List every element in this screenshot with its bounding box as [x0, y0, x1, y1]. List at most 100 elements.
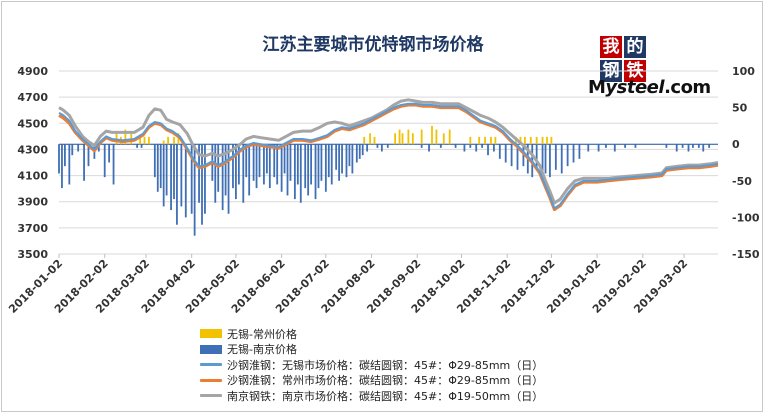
- bar-wuxi-changzhou: [394, 133, 397, 145]
- bar-wuxi-nanjing: [245, 144, 248, 178]
- bar-wuxi-changzhou: [398, 129, 401, 145]
- bar-wuxi-nanjing: [159, 144, 162, 189]
- legend-swatch-line-changzhou: [200, 378, 222, 382]
- logo-char-2: 的: [624, 36, 646, 58]
- bar-wuxi-nanjing: [335, 144, 338, 170]
- bar-wuxi-changzhou: [469, 136, 472, 145]
- bar-wuxi-nanjing: [675, 144, 678, 152]
- bar-wuxi-changzhou: [494, 136, 497, 145]
- y-left-tick-label: 3700: [17, 222, 48, 235]
- bar-wuxi-nanjing: [184, 144, 187, 218]
- bar-wuxi-changzhou: [523, 136, 526, 145]
- bar-wuxi-changzhou: [550, 136, 553, 145]
- bar-wuxi-nanjing: [276, 144, 279, 185]
- bar-wuxi-nanjing: [248, 144, 251, 196]
- legend-label-line-wuxi: 沙钢淮钢：无锡市场价格：碳结圆钢：45#：Φ29-85mm（日）: [227, 358, 544, 372]
- bar-wuxi-nanjing: [348, 144, 351, 167]
- bar-wuxi-nanjing: [112, 144, 115, 185]
- bar-wuxi-nanjing: [232, 144, 234, 189]
- bar-wuxi-nanjing: [63, 144, 66, 167]
- bar-wuxi-nanjing: [235, 144, 237, 200]
- bar-wuxi-nanjing: [61, 144, 63, 189]
- bar-wuxi-nanjing: [83, 144, 85, 181]
- bar-wuxi-nanjing: [697, 144, 700, 148]
- legend-swatch-bar-changzhou: [200, 329, 222, 339]
- legend-label-bar-changzhou: 无锡-常州价格: [227, 327, 297, 341]
- y-left-tick-label: 4500: [17, 117, 48, 130]
- bar-wuxi-nanjing: [87, 144, 90, 167]
- bar-wuxi-nanjing: [307, 144, 310, 196]
- bar-wuxi-changzhou: [546, 136, 548, 145]
- legend-item-bar-nanjing: 无锡-南京价格: [200, 342, 543, 358]
- bar-wuxi-changzhou: [401, 133, 404, 145]
- legend-label-line-nanjing: 南京钢铁：南京市场价格：碳结圆钢：45#：Φ19-50mm（日）: [227, 389, 544, 403]
- mysteel-logo: 我 的 钢 铁 Mysteel.com: [588, 36, 711, 98]
- bar-wuxi-changzhou: [177, 133, 180, 145]
- y-right-tick-label: 0: [732, 138, 740, 151]
- bar-wuxi-nanjing: [77, 144, 80, 152]
- bar-wuxi-nanjing: [330, 144, 333, 185]
- bar-wuxi-changzhou: [139, 136, 141, 145]
- bar-wuxi-nanjing: [293, 144, 296, 200]
- bar-wuxi-nanjing: [510, 144, 513, 167]
- bar-wuxi-nanjing: [420, 144, 423, 148]
- bar-wuxi-nanjing: [237, 144, 240, 185]
- bar-wuxi-nanjing: [153, 144, 156, 178]
- logo-wordmark: Mysteel.com: [588, 77, 711, 98]
- bar-wuxi-nanjing: [173, 144, 175, 200]
- bar-wuxi-nanjing: [242, 144, 245, 203]
- bar-wuxi-nanjing: [97, 144, 100, 152]
- chart-title: 江苏主要城市优特钢市场价格: [262, 35, 484, 55]
- bar-wuxi-changzhou: [143, 136, 146, 145]
- bar-wuxi-changzhou: [484, 136, 486, 145]
- logo-word-com: .com: [664, 77, 711, 98]
- bar-wuxi-changzhou: [529, 136, 532, 145]
- bar-wuxi-nanjing: [304, 144, 307, 189]
- bar-wuxi-nanjing: [255, 144, 258, 189]
- bar-wuxi-nanjing: [193, 144, 196, 236]
- bar-wuxi-changzhou: [448, 129, 451, 145]
- bar-wuxi-changzhou: [442, 133, 445, 145]
- bar-wuxi-nanjing: [58, 144, 60, 174]
- bar-wuxi-nanjing: [289, 144, 292, 181]
- y-left-tick-label: 3500: [17, 248, 48, 261]
- bar-wuxi-nanjing: [665, 144, 668, 148]
- bar-wuxi-nanjing: [198, 144, 200, 203]
- bar-wuxi-nanjing: [283, 144, 286, 174]
- bar-wuxi-changzhou: [431, 125, 433, 145]
- y-left-tick-label: 4700: [17, 91, 48, 104]
- legend-label-line-changzhou: 沙钢淮钢：常州市场价格：碳结圆钢：45#：Φ29-85mm（日）: [227, 374, 544, 388]
- legend-item-bar-changzhou: 无锡-常州价格: [200, 326, 543, 342]
- bar-wuxi-nanjing: [687, 144, 690, 152]
- legend-label-bar-nanjing: 无锡-南京价格: [227, 343, 297, 357]
- bar-wuxi-changzhou: [519, 136, 522, 145]
- y-right-tick-label: 50: [732, 102, 748, 115]
- bar-wuxi-changzhou: [369, 133, 371, 145]
- y-left-tick-label: 4900: [17, 65, 48, 78]
- bar-wuxi-nanjing: [320, 144, 323, 181]
- bar-wuxi-nanjing: [103, 144, 106, 178]
- bar-wuxi-nanjing: [299, 144, 302, 203]
- y-right-tick-label: 100: [732, 65, 755, 78]
- bar-wuxi-nanjing: [140, 144, 143, 148]
- legend-item-line-nanjing: 南京钢铁：南京市场价格：碳结圆钢：45#：Φ19-50mm（日）: [200, 388, 543, 404]
- bar-wuxi-nanjing: [156, 144, 159, 192]
- bar-wuxi-nanjing: [338, 144, 341, 181]
- bar-wuxi-nanjing: [702, 144, 705, 152]
- bar-wuxi-nanjing: [310, 144, 313, 185]
- bar-wuxi-nanjing: [201, 144, 203, 225]
- bar-wuxi-nanjing: [71, 144, 74, 156]
- bar-wuxi-nanjing: [108, 144, 111, 163]
- bar-wuxi-nanjing: [498, 144, 501, 159]
- bar-wuxi-nanjing: [541, 144, 544, 181]
- bar-wuxi-nanjing: [578, 144, 581, 159]
- bar-wuxi-nanjing: [597, 144, 600, 152]
- bar-wuxi-nanjing: [176, 144, 178, 225]
- bar-wuxi-nanjing: [493, 144, 495, 152]
- bar-wuxi-nanjing: [263, 144, 265, 185]
- bar-wuxi-changzhou: [148, 136, 150, 145]
- bar-wuxi-nanjing: [273, 144, 276, 178]
- bar-wuxi-nanjing: [265, 144, 268, 174]
- bar-wuxi-nanjing: [439, 144, 442, 148]
